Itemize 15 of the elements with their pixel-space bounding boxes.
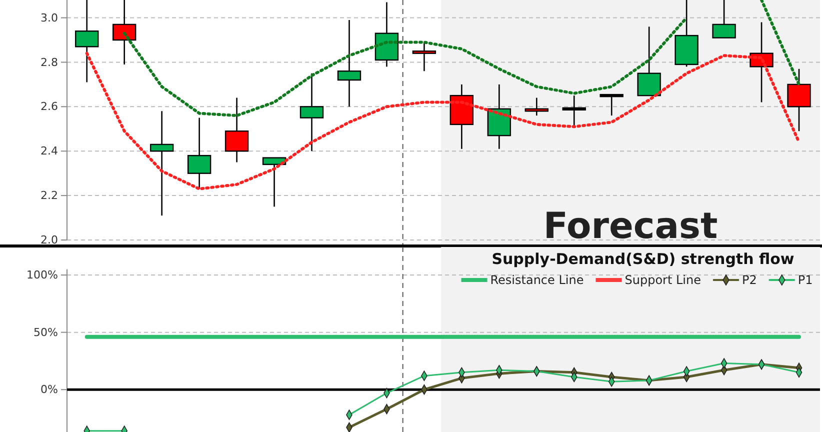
legend-label: P1 [798,273,813,287]
legend-label: P2 [742,273,757,287]
y-tick-label: 2.2 [40,189,58,202]
annotation: Forecast [543,206,718,247]
y-tick-label: 2.0 [40,234,58,247]
legend-label: Resistance Line [490,273,584,287]
y-tick-label: 3.0 [40,11,58,24]
y-tick-label: 2.8 [40,56,58,69]
y-tick-label: 50% [34,326,58,339]
y-tick-label: 0% [40,383,58,396]
y-tick-label: 100% [26,268,58,282]
y-tick-label: 2.4 [40,144,58,158]
y-tick-label: 2.6 [40,100,58,114]
chart-title: Supply-Demand(S&D) strength flow [492,250,794,268]
legend-label: Support Line [624,273,702,287]
